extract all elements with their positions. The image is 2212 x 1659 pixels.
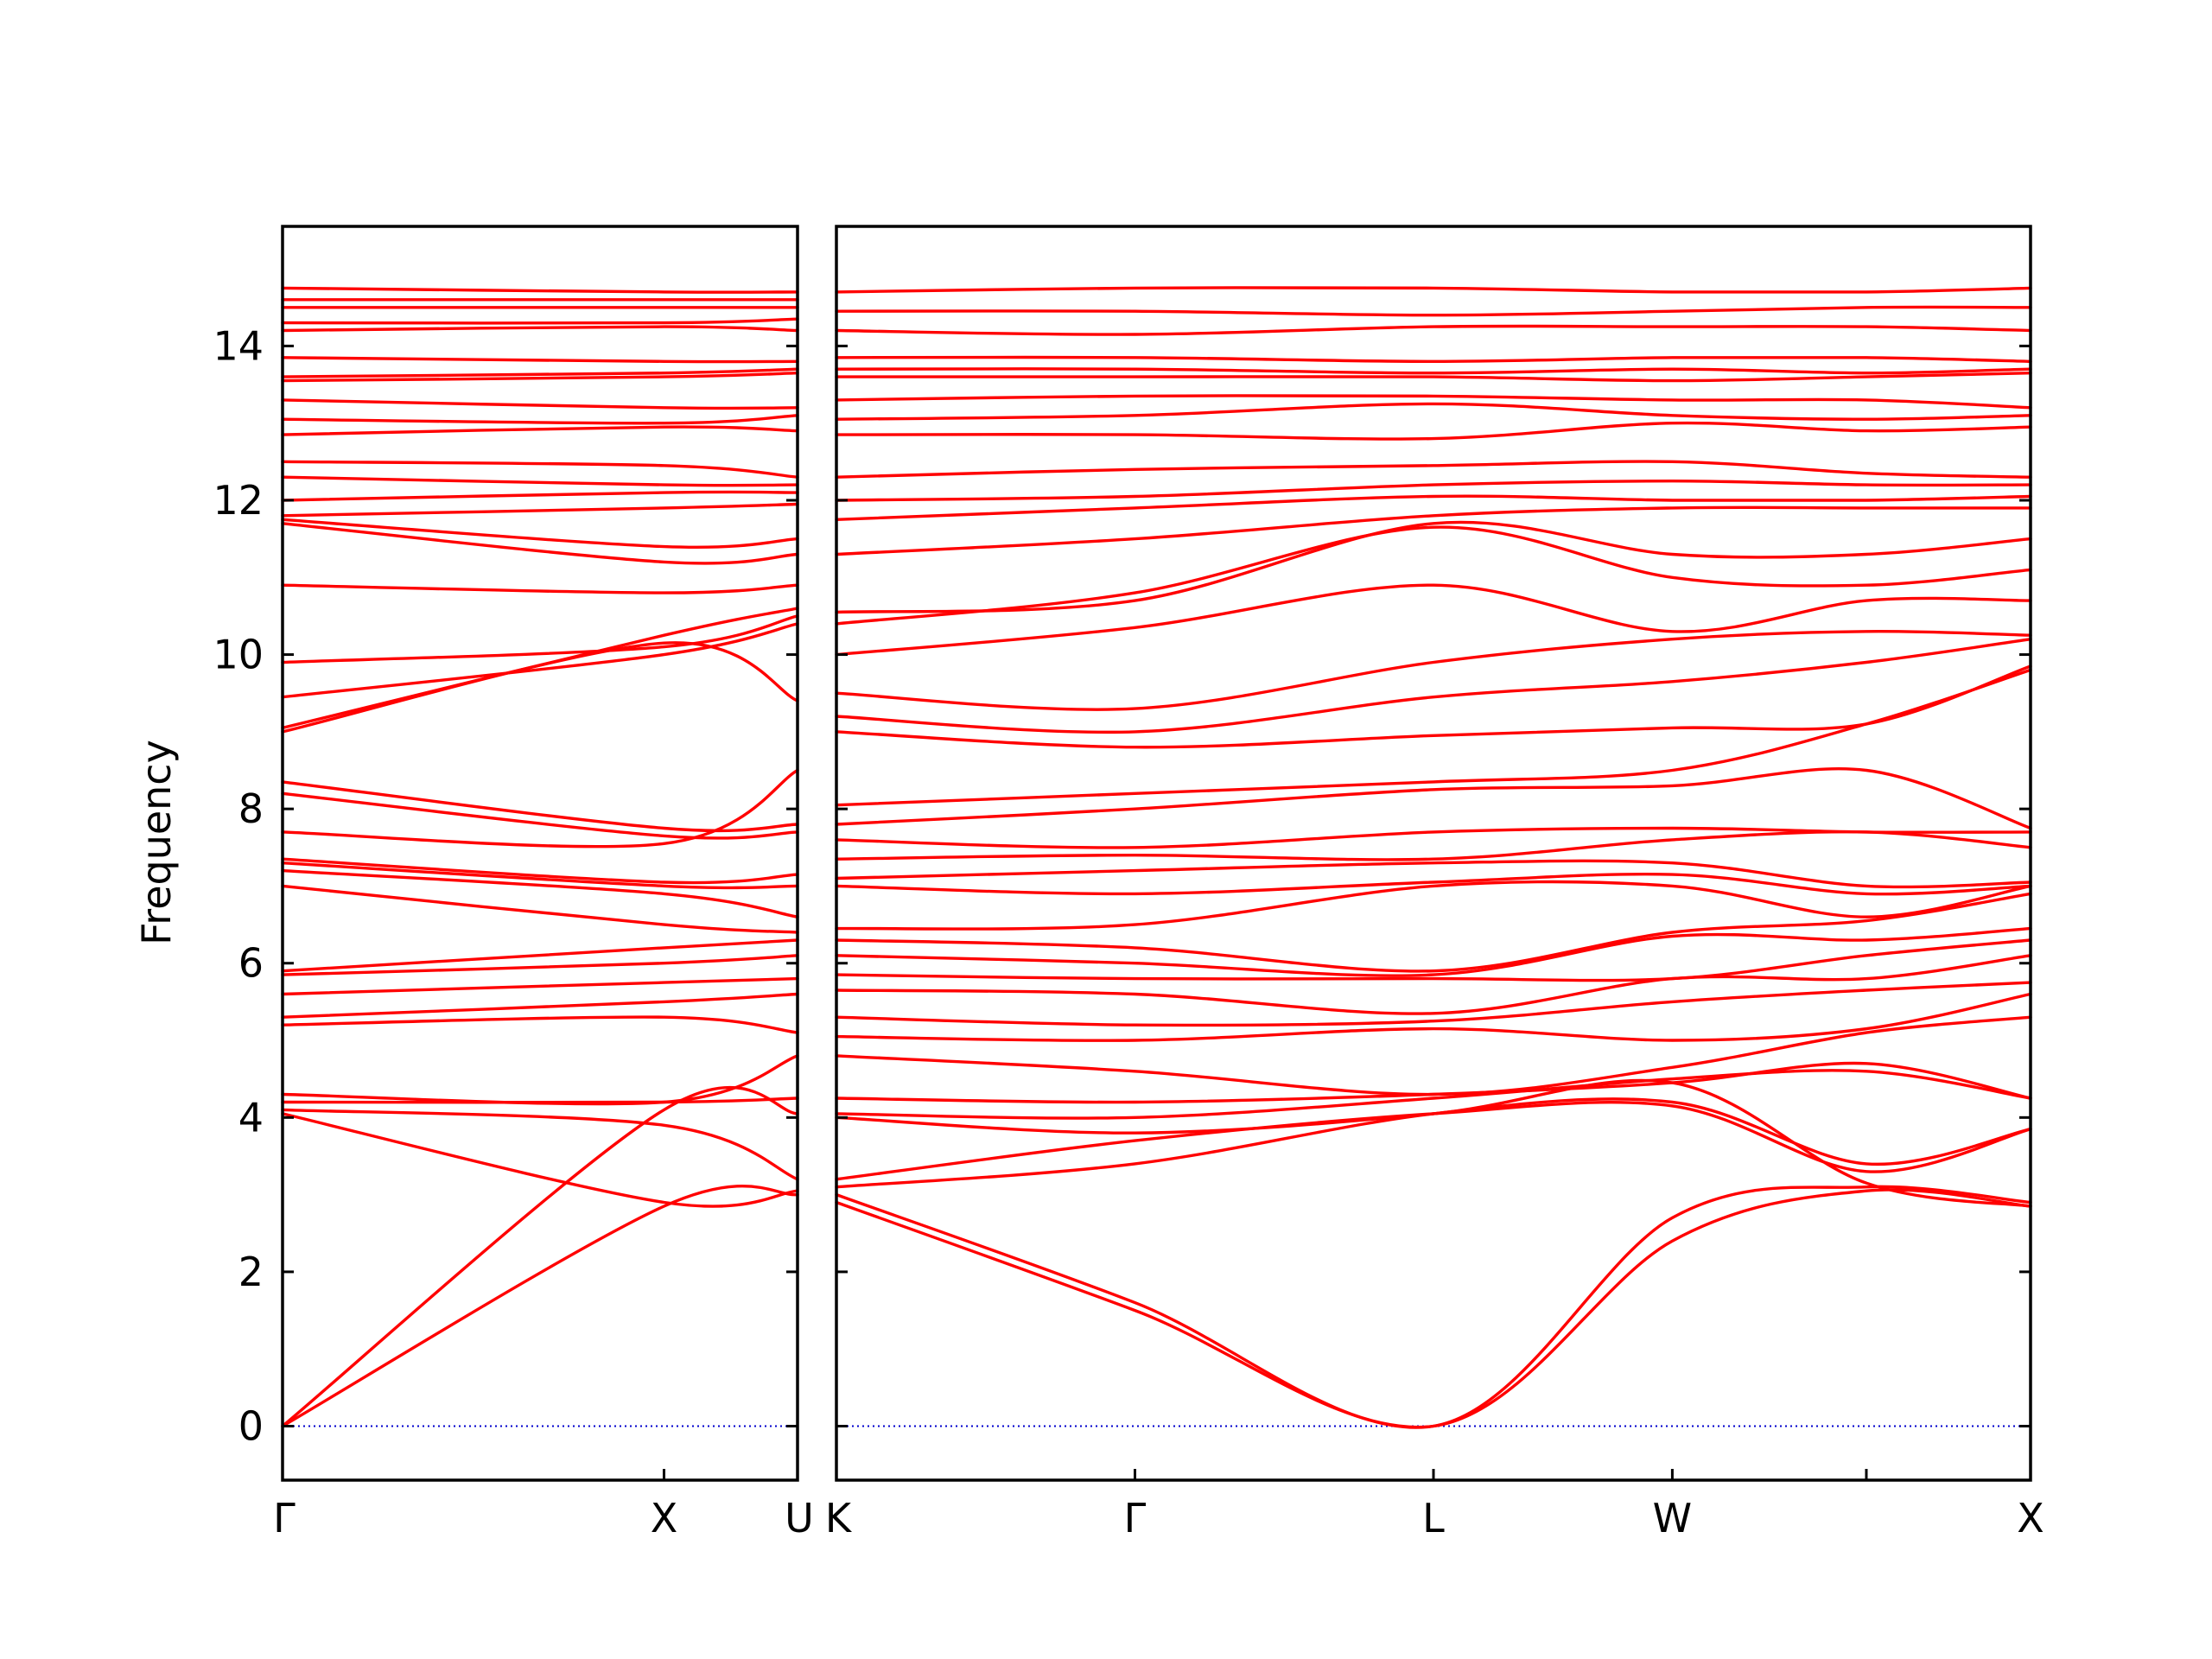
panel-right-xtick-label-3: L bbox=[1422, 1495, 1445, 1541]
panel-left-band-8 bbox=[281, 992, 799, 1019]
panel-right-band-27 bbox=[835, 520, 2032, 614]
panel-left-band-5 bbox=[281, 1096, 799, 1104]
labels-layer: Γ X U K Γ L W X 0 2 4 6 8 10 12 14 bbox=[213, 322, 2044, 1541]
panel-left-band-30 bbox=[281, 425, 799, 436]
panel-left-xtick-label-2: X bbox=[651, 1495, 678, 1541]
panel-right-band-2 bbox=[835, 1185, 2032, 1429]
panel-right-band-35 bbox=[835, 372, 2032, 383]
panel-left-band-40 bbox=[281, 286, 799, 294]
ytick-label-0: 0 bbox=[238, 1402, 264, 1449]
panel-right-xtick-label-5: X bbox=[2017, 1495, 2044, 1541]
ytick-label-2: 2 bbox=[238, 1249, 264, 1295]
ytick-label-10: 10 bbox=[213, 632, 264, 678]
panel-right-band-7 bbox=[835, 1061, 2032, 1104]
panel-right-band-39 bbox=[835, 305, 2032, 317]
panel-left-band-33 bbox=[281, 372, 799, 383]
panel-left-band-3 bbox=[281, 1112, 799, 1208]
panel-left-band-12 bbox=[281, 884, 799, 934]
panel-left-band-32 bbox=[281, 398, 799, 410]
panel-left-band-25 bbox=[281, 518, 799, 550]
panel-right-band-23 bbox=[835, 638, 2032, 734]
panel-right-band-37 bbox=[835, 355, 2032, 363]
panel-right-xtick-label-1: K bbox=[825, 1495, 853, 1541]
ytick-label-14: 14 bbox=[213, 322, 264, 369]
panel-left-xtick-label-3: U bbox=[785, 1495, 814, 1541]
panel-right-band-1 bbox=[835, 1188, 2032, 1429]
panel-right-xtick-label-4: W bbox=[1653, 1495, 1692, 1541]
panel-left-band-37 bbox=[281, 317, 799, 325]
panel-right-band-15 bbox=[835, 880, 2032, 931]
panel-left-band-22 bbox=[281, 614, 799, 664]
panel-right-band-21 bbox=[835, 668, 2032, 807]
panel-right-band-40 bbox=[835, 286, 2032, 295]
panel-right-band-36 bbox=[835, 367, 2032, 375]
panel-right-band-9 bbox=[835, 992, 2032, 1042]
panel-right-band-28 bbox=[835, 505, 2032, 556]
panel-left-band-19 bbox=[281, 641, 799, 734]
ytick-label-4: 4 bbox=[238, 1094, 264, 1141]
panel-left-xtick-label-1: Γ bbox=[273, 1495, 296, 1541]
panel-right-xtick-label-2: Γ bbox=[1124, 1495, 1147, 1541]
panel-left-band-20 bbox=[281, 607, 799, 730]
panel-right-band-29 bbox=[835, 494, 2032, 521]
panel-left-band-10 bbox=[281, 954, 799, 976]
panel-left-band-34 bbox=[281, 367, 799, 378]
panel-left-band-21 bbox=[281, 622, 799, 699]
panel-right-band-33 bbox=[835, 402, 2032, 421]
panel-left-band-15 bbox=[281, 857, 799, 885]
panel-right-band-25 bbox=[835, 583, 2032, 657]
panel-left-band-14 bbox=[281, 861, 799, 890]
panel-left-band-24 bbox=[281, 522, 799, 565]
panel-left-band-18 bbox=[281, 780, 799, 833]
panel-left-band-16 bbox=[281, 768, 799, 849]
panel-right-band-38 bbox=[835, 324, 2032, 336]
panel-right-band-30 bbox=[835, 480, 2032, 502]
panel-right-band-17 bbox=[835, 859, 2032, 889]
ytick-label-12: 12 bbox=[213, 477, 264, 524]
panel-right-frame bbox=[835, 225, 2032, 1482]
panel-right-band-32 bbox=[835, 421, 2032, 441]
panel-right-band-22 bbox=[835, 664, 2032, 749]
panel-left-band-17 bbox=[281, 791, 799, 840]
panel-right-band-19 bbox=[835, 826, 2032, 849]
panel-right-band-34 bbox=[835, 394, 2032, 410]
panel-right-band-5 bbox=[835, 1078, 2032, 1208]
panel-left-band-28 bbox=[281, 475, 799, 487]
ticks-layer bbox=[283, 344, 2031, 1480]
panel-left-band-7 bbox=[281, 1015, 799, 1034]
panel-left-band-6 bbox=[281, 1054, 799, 1106]
panel-left-frame bbox=[281, 225, 799, 1482]
panel-left-band-35 bbox=[281, 356, 799, 364]
panel-right-band-3 bbox=[835, 1097, 2032, 1189]
panel-right-band-4 bbox=[835, 1100, 2032, 1181]
panel-right-band-13 bbox=[835, 926, 2032, 977]
panel-left-band-9 bbox=[281, 976, 799, 996]
panel-right-band-20 bbox=[835, 767, 2032, 830]
panel-left-band-29 bbox=[281, 460, 799, 479]
panel-left-band-2 bbox=[281, 1185, 799, 1428]
panel-left-band-31 bbox=[281, 414, 799, 425]
ytick-label-8: 8 bbox=[238, 785, 264, 832]
panel-right-band-26 bbox=[835, 525, 2032, 626]
panel-right-band-31 bbox=[835, 460, 2032, 479]
ytick-label-6: 6 bbox=[238, 940, 264, 987]
panel-right-band-24 bbox=[835, 630, 2032, 711]
panel-left-band-1 bbox=[281, 1085, 799, 1428]
panel-right-band-12 bbox=[835, 938, 2032, 982]
panel-left-band-36 bbox=[281, 325, 799, 333]
panel-right-band-16 bbox=[835, 872, 2032, 896]
panel-left-band-13 bbox=[281, 868, 799, 918]
panel-left-band-26 bbox=[281, 502, 799, 518]
panel-left-band-27 bbox=[281, 490, 799, 502]
panel-right-band-14 bbox=[835, 892, 2032, 973]
panel-left-band-4 bbox=[281, 1108, 799, 1181]
y-axis-title: Frequency bbox=[133, 740, 180, 945]
panel-left-band-11 bbox=[281, 938, 799, 973]
panel-left-band-23 bbox=[281, 583, 799, 594]
panel-right-band-8 bbox=[835, 1015, 2032, 1096]
band-curves-layer bbox=[281, 286, 2032, 1429]
panel-right-band-11 bbox=[835, 954, 2032, 1015]
panel-right-band-10 bbox=[835, 981, 2032, 1027]
